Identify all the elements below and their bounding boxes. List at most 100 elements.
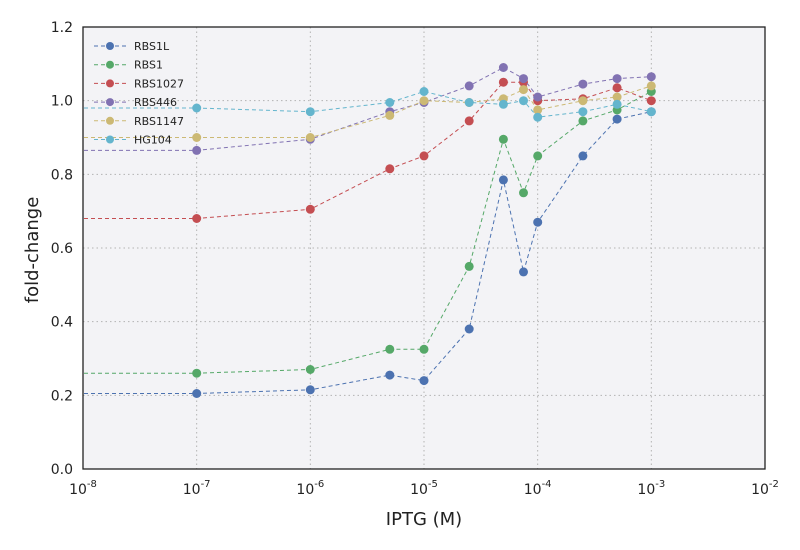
data-point [192,214,202,223]
data-point [192,133,202,142]
series-line [84,111,652,394]
x-tick-label: 10-8 [69,479,97,498]
legend-marker [106,79,114,88]
x-tick-label: 10-7 [183,479,211,498]
y-tick-label: 0.2 [51,388,73,404]
data-point [464,261,474,271]
data-point [646,81,656,91]
plot-frame [82,26,766,470]
data-point [519,188,528,198]
data-point [385,110,395,120]
data-point [533,217,543,227]
legend: RBS1L RBS1 RBS1027 RBS446 RBS1147 HG104 [94,40,184,147]
data-point [646,96,656,106]
legend-item: RBS1L [94,40,170,53]
data-point [612,74,622,84]
data-point [612,83,622,93]
y-tick-label: 1.2 [51,20,73,36]
y-tick-label: 1.0 [51,94,73,110]
legend-item: RBS1147 [94,115,184,128]
data-point [519,96,528,106]
data-point [385,164,395,174]
data-point [305,133,315,142]
data-point [464,98,474,107]
data-point [192,145,202,155]
legend-marker [106,135,114,144]
data-point [646,72,656,82]
legend-marker [106,60,114,69]
series-line [84,85,652,138]
data-point [385,370,395,380]
data-point [192,368,202,378]
data-point [498,175,508,185]
y-tick-labels: 0.0 0.2 0.4 0.6 0.8 1.0 1.2 [51,20,73,478]
data-point [578,151,588,161]
data-point [533,112,543,122]
data-point [305,365,315,374]
data-point [419,87,429,96]
data-point [578,107,588,117]
data-point [578,116,588,126]
y-tick-label: 0.0 [51,462,73,478]
x-tick-label: 10-6 [296,479,324,498]
legend-marker [106,42,114,50]
data-point [419,344,429,354]
legend-label: RBS1027 [134,77,184,90]
legend-item: RBS446 [94,96,177,109]
legend-label: RBS446 [134,96,177,109]
data-point [498,77,508,87]
data-point [385,344,395,354]
series-line [84,81,652,219]
data-point [419,151,429,161]
data-point [519,74,528,84]
x-tick-label: 10-3 [637,479,665,498]
data-point [385,98,395,107]
legend-marker [106,98,114,107]
data-point [419,96,429,106]
data-point [419,376,429,386]
data-point [533,92,543,102]
legend-item: RBS1027 [94,77,184,90]
data-point [646,107,656,117]
y-tick-label: 0.6 [51,241,73,257]
legend-label: RBS1L [134,40,170,53]
series-rbs1l [84,107,656,398]
series-layer [84,63,656,398]
data-point [305,385,315,395]
data-point [464,324,474,334]
data-point [519,267,528,277]
data-point [192,103,202,113]
data-point [612,99,622,109]
x-tick-label: 10-5 [410,479,438,498]
data-point [578,96,588,106]
y-tick-label: 0.8 [51,167,73,183]
data-point [498,99,508,109]
legend-label: RBS1147 [134,115,184,128]
x-tick-label: 10-2 [751,479,779,498]
data-point [305,107,315,117]
legend-item: HG104 [94,134,172,147]
data-point [464,81,474,91]
data-point [533,105,543,115]
legend-marker [106,116,114,125]
legend-label: HG104 [134,134,172,147]
series-line [84,66,652,151]
data-point [192,389,202,398]
data-point [498,63,508,72]
data-point [578,79,588,89]
x-tick-label: 10-4 [524,479,552,498]
y-axis-title: fold-change [22,197,43,304]
data-point [464,116,474,126]
x-axis-title: IPTG (M) [386,509,462,530]
series-line [84,91,652,374]
y-tick-label: 0.4 [51,315,73,331]
data-point [612,92,622,102]
legend-item: RBS1 [94,59,163,72]
x-tick-labels: 10-8 10-7 10-6 10-5 10-4 10-3 10-2 [69,479,779,498]
data-point [498,134,508,144]
data-point [533,151,543,161]
data-point [612,114,622,124]
data-point [305,204,315,214]
legend-label: RBS1 [134,59,163,72]
series-hg104 [84,87,656,122]
